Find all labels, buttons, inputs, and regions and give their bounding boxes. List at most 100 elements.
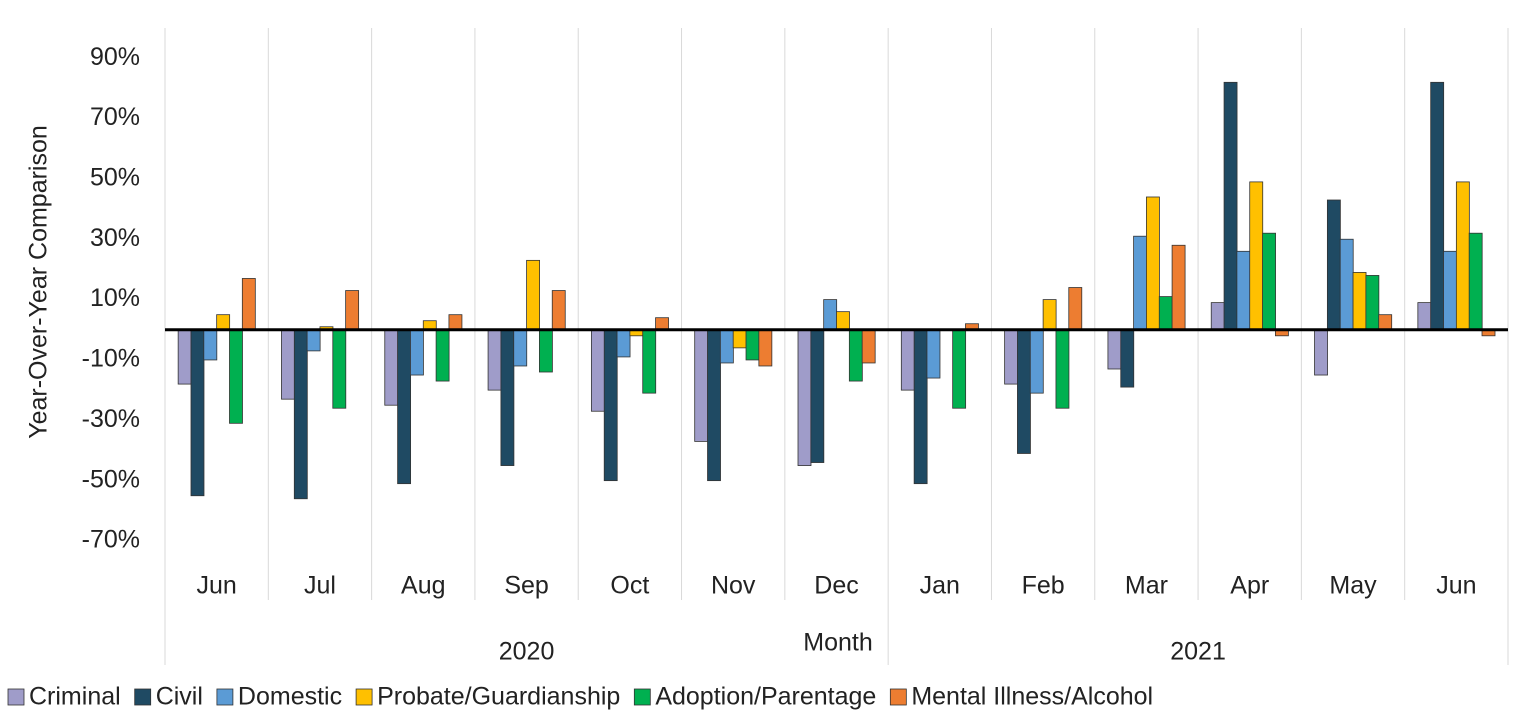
bar — [1158, 296, 1173, 331]
bar — [551, 290, 566, 331]
y-tick-label: -10% — [82, 345, 140, 373]
bar — [861, 329, 876, 364]
bar — [306, 329, 321, 352]
y-tick-label: -70% — [82, 526, 140, 554]
bar — [810, 329, 825, 463]
y-tick-label: 30% — [90, 224, 140, 252]
bar — [332, 329, 347, 409]
x-tick-label: Nov — [711, 572, 756, 600]
bar — [281, 329, 295, 400]
bar — [1339, 238, 1354, 331]
bar — [745, 329, 760, 361]
group-label: 2021 — [1170, 638, 1226, 666]
legend-label: Domestic — [238, 683, 342, 711]
bar — [1120, 329, 1135, 388]
bar — [1068, 287, 1083, 331]
legend-label: Mental Illness/Alcohol — [911, 683, 1153, 711]
bar — [513, 329, 528, 367]
bar — [1017, 329, 1031, 454]
bar — [1029, 329, 1044, 394]
legend-swatch — [889, 688, 907, 706]
bar — [345, 290, 360, 331]
x-tick-label: May — [1329, 572, 1377, 600]
bar — [616, 329, 631, 358]
y-tick-label: -50% — [82, 465, 140, 493]
bar — [1352, 272, 1367, 331]
x-axis-title: Month — [803, 629, 872, 657]
bar — [590, 329, 605, 412]
legend-label: Adoption/Parentage — [655, 683, 876, 711]
x-tick-label: Apr — [1230, 572, 1269, 600]
bar — [1042, 299, 1057, 331]
legend-label: Civil — [156, 683, 203, 711]
legend-swatch — [355, 688, 373, 706]
bar — [836, 311, 850, 331]
bar — [1171, 244, 1186, 331]
legend-label: Probate/Guardianship — [377, 683, 620, 711]
bar — [1365, 275, 1380, 331]
bar — [1417, 302, 1432, 331]
bar — [229, 329, 243, 424]
legend-swatch — [134, 688, 152, 706]
bar — [448, 314, 463, 331]
bar — [1455, 181, 1470, 331]
bar — [823, 299, 838, 331]
bar — [203, 329, 218, 361]
x-tick-label: Jun — [1436, 572, 1476, 600]
bar — [603, 329, 618, 482]
bar — [397, 329, 412, 485]
bar — [539, 329, 553, 373]
x-tick-label: Sep — [504, 572, 548, 600]
bar — [1055, 329, 1070, 409]
bar — [177, 329, 192, 385]
bar — [190, 329, 205, 497]
bar — [758, 329, 773, 367]
y-tick-label: 90% — [90, 43, 140, 71]
legend-swatch — [633, 688, 651, 706]
bar — [526, 259, 540, 331]
bar — [797, 329, 812, 466]
legend-swatch — [7, 688, 25, 706]
bar — [241, 278, 256, 331]
bar — [707, 329, 721, 482]
bar — [913, 329, 928, 485]
bar — [1004, 329, 1019, 385]
bar — [384, 329, 399, 406]
bar — [1430, 81, 1445, 331]
x-tick-label: Jun — [196, 572, 236, 600]
x-tick-label: Feb — [1022, 572, 1065, 600]
bar — [487, 329, 502, 391]
bar — [642, 329, 657, 394]
bar — [1146, 196, 1160, 331]
bar — [1223, 81, 1238, 331]
x-tick-label: Jul — [304, 572, 336, 600]
bar — [1378, 314, 1393, 331]
bar — [1210, 302, 1225, 331]
y-tick-label: 10% — [90, 284, 140, 312]
legend-label: Criminal — [29, 683, 121, 711]
bar — [1326, 199, 1341, 331]
bar — [435, 329, 450, 382]
bar — [900, 329, 915, 391]
bar — [848, 329, 863, 382]
bar — [655, 317, 669, 331]
y-tick-label: 70% — [90, 103, 140, 131]
bar — [1236, 250, 1251, 331]
bar — [952, 329, 967, 409]
bar — [1249, 181, 1264, 331]
bar — [1468, 232, 1483, 331]
x-tick-label: Aug — [401, 572, 445, 600]
y-tick-label: -30% — [82, 405, 140, 433]
bar — [410, 329, 424, 376]
bar — [1262, 232, 1276, 331]
legend-swatch — [216, 688, 234, 706]
group-label: 2020 — [499, 638, 555, 666]
x-tick-label: Mar — [1125, 572, 1168, 600]
bar — [216, 314, 231, 331]
bar — [719, 329, 734, 364]
bar — [1107, 329, 1122, 370]
bar — [1314, 329, 1328, 376]
bar — [1443, 250, 1457, 331]
bar — [926, 329, 941, 379]
